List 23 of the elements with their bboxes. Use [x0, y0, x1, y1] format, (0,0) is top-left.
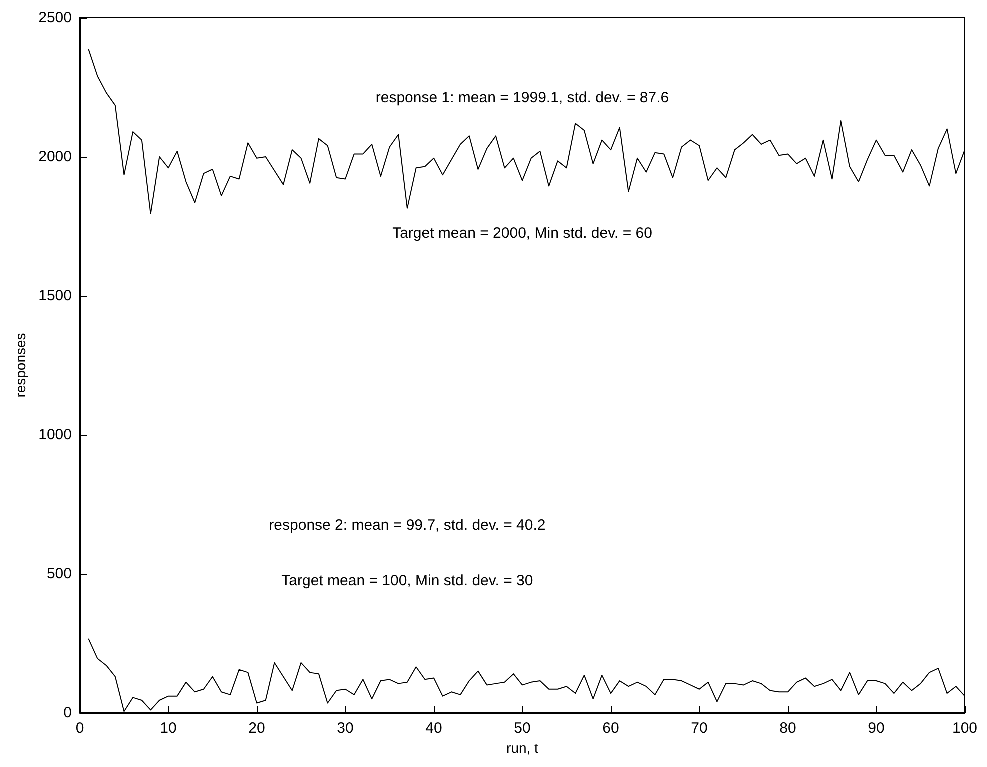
- y-tick-label: 2500: [38, 10, 72, 26]
- x-tick-label: 0: [76, 720, 84, 737]
- y-tick-label: 1000: [38, 426, 72, 444]
- annotation: Target mean = 2000, Min std. dev. = 60: [392, 224, 652, 242]
- x-tick-label: 10: [160, 720, 177, 737]
- x-tick-label: 80: [780, 720, 796, 737]
- x-tick-label: 60: [602, 720, 620, 737]
- y-tick-label: 500: [46, 566, 72, 582]
- x-tick-label: 100: [952, 720, 978, 737]
- x-tick-label: 90: [868, 720, 885, 737]
- y-axis-title: responses: [12, 333, 29, 398]
- y-tick-label: 2000: [38, 148, 72, 166]
- annotation: response 2: mean = 99.7, std. dev. = 40.2: [269, 516, 546, 534]
- annotation: response 1: mean = 1999.1, std. dev. = 87.6: [376, 89, 670, 106]
- x-tick-label: 40: [426, 720, 442, 737]
- annotation: Target mean = 100, Min std. dev. = 30: [282, 572, 534, 590]
- y-tick-label: 0: [64, 704, 72, 722]
- y-tick-label: 1500: [38, 288, 72, 304]
- x-tick-label: 30: [337, 720, 354, 737]
- x-tick-label: 70: [691, 720, 708, 737]
- x-axis-title: run, t: [506, 740, 539, 756]
- x-tick-label: 50: [514, 720, 531, 737]
- x-tick-label: 20: [248, 720, 266, 737]
